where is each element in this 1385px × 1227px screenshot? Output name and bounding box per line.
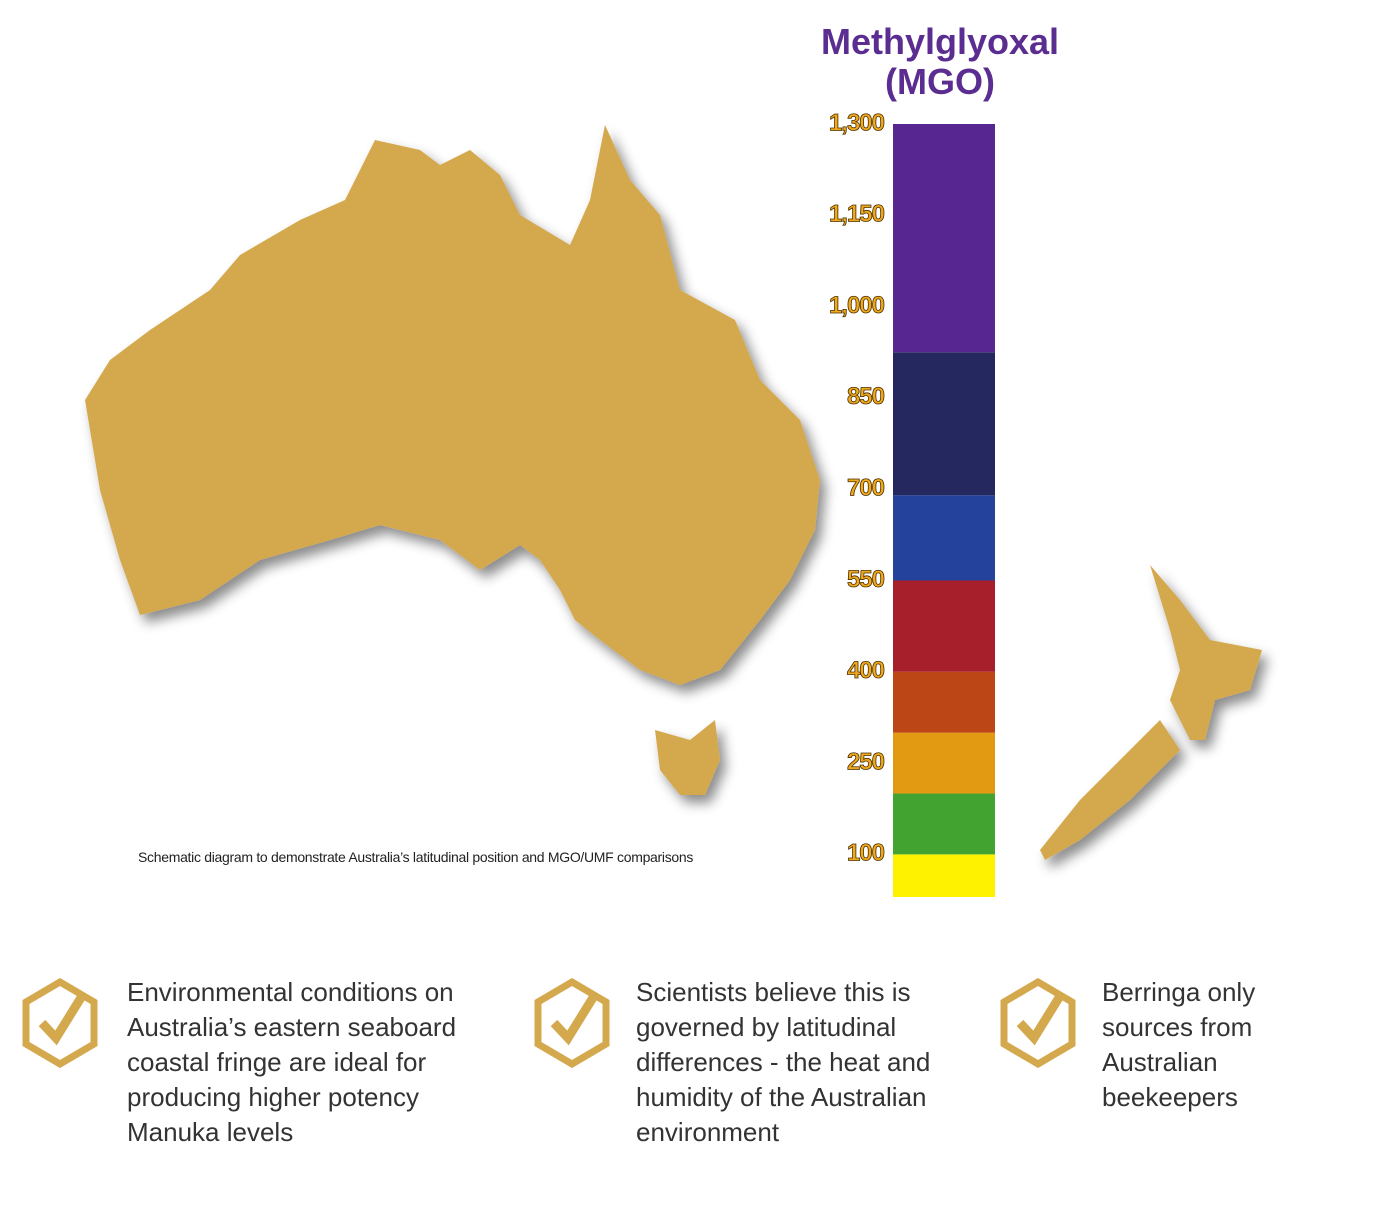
y-tick-label: 100: [847, 840, 885, 867]
y-tick-label: 250: [847, 748, 885, 775]
y-tick-label: 1,150: [829, 201, 885, 228]
scale-band: [893, 854, 995, 897]
scale-band: [893, 124, 995, 353]
scale-band: [893, 793, 995, 855]
scale-band: [893, 495, 995, 581]
y-tick-label: 1,300: [829, 109, 885, 136]
y-tick-label: 700: [847, 475, 885, 502]
check-icon: [1000, 978, 1076, 1068]
caption: Schematic diagram to demonstrate Austral…: [138, 849, 694, 865]
y-tick-label: 550: [847, 566, 885, 593]
landmass: [85, 125, 1262, 860]
check-icon: [534, 978, 610, 1068]
point-text: Scientists believe this is governed by l…: [636, 977, 931, 1147]
y-tick-label: 850: [847, 383, 885, 410]
y-tick-label: 400: [847, 657, 885, 684]
scale-band: [893, 352, 995, 496]
y-tick-label: 1,000: [829, 292, 885, 319]
scale-band: [893, 671, 995, 733]
scale-band: [893, 580, 995, 672]
mgo-scale: 1,300 1,150 1,000 850 700 550 400 250 100: [829, 109, 995, 897]
check-icon: [22, 978, 98, 1068]
scale-title: Methylglyoxal (MGO): [820, 21, 1060, 102]
point-text: Environmental conditions on Australia’s …: [127, 977, 457, 1147]
point-text: Berringa only sources from Australian be…: [1102, 977, 1256, 1112]
scale-band: [893, 732, 995, 794]
